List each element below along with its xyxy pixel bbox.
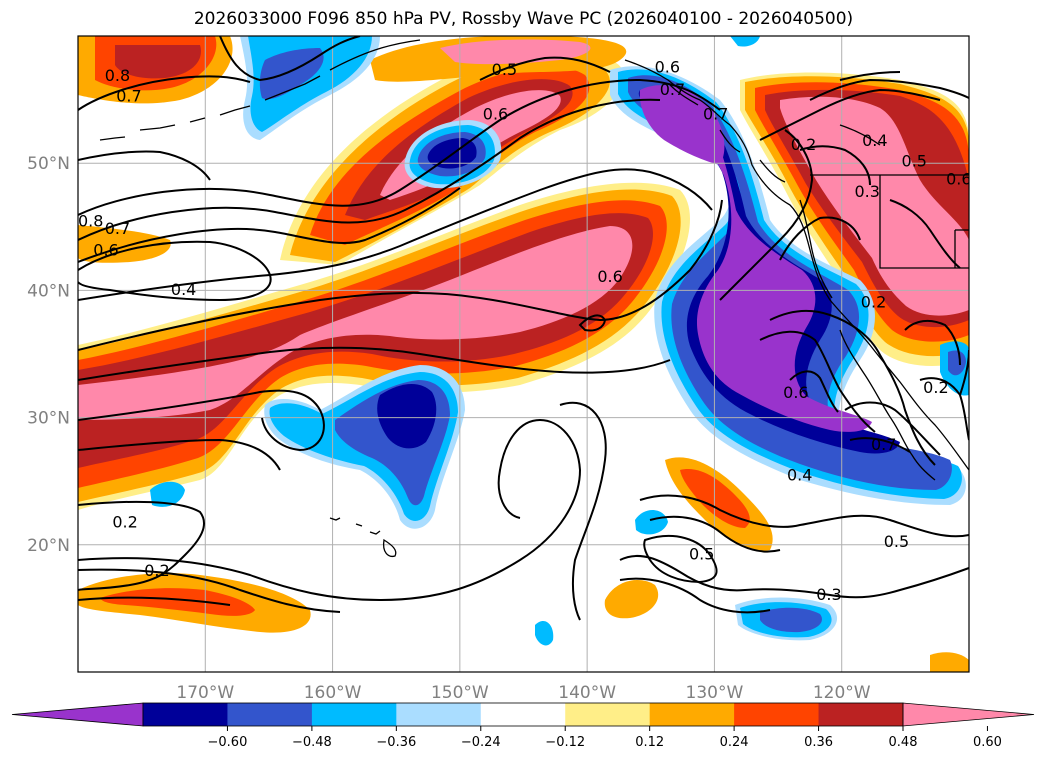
- latitude-tick-labels: 20°N 30°N 40°N 50°N: [27, 154, 70, 556]
- colorbar-outline: [142, 702, 904, 727]
- colorbar-label: 0.60: [973, 735, 1002, 750]
- colorbar-segment: [396, 703, 482, 726]
- colorbar-label: 0.24: [720, 735, 749, 750]
- colorbar-label: −0.24: [461, 735, 501, 750]
- colorbar-segment: [565, 703, 651, 726]
- contour-label: 0.7: [703, 104, 728, 123]
- colorbar-segment: [734, 703, 820, 726]
- lat-tick-label: 30°N: [27, 409, 70, 429]
- contour-label: 0.6: [483, 104, 508, 123]
- colorbar-label: −0.36: [376, 735, 416, 750]
- colorbar-label: −0.48: [292, 735, 332, 750]
- lon-tick-label: 150°W: [431, 683, 489, 703]
- colorbar-labels: −0.60 −0.48 −0.36 −0.24 −0.12 0.12 0.24 0.36 0.4…: [208, 726, 1002, 750]
- map-panel: 0.50.80.7 0.70.60.6 0.70.2 0.40.50.60.30.8 0…: [78, 36, 971, 672]
- negative-anomaly-fills: [150, 36, 969, 646]
- chart-title: 2026033000 F096 850 hPa PV, Rossby Wave …: [193, 9, 854, 29]
- contour-label: 0.5: [902, 151, 927, 170]
- map-gridlines: [78, 36, 969, 672]
- coastlines: [99, 39, 969, 558]
- colorbar-segment: [227, 703, 313, 726]
- colorbar-extend-min: [11, 702, 144, 727]
- lon-tick-label: 130°W: [686, 683, 744, 703]
- colorbar-label: 0.12: [635, 735, 664, 750]
- longitude-tick-labels: 170°W 160°W 150°W 140°W 130°W 120°W: [176, 683, 870, 703]
- contour-label: 0.5: [884, 532, 909, 551]
- contour-label: 0.2: [923, 378, 948, 397]
- contour-label: 0.4: [862, 131, 887, 150]
- colorbar-segment: [818, 703, 904, 726]
- contour-label: 0.6: [597, 267, 622, 286]
- contour-label: 0.7: [105, 219, 130, 238]
- contour-label: 0.2: [861, 293, 886, 312]
- lon-tick-label: 140°W: [558, 683, 616, 703]
- contour-label: 0.6: [93, 241, 118, 260]
- lat-tick-label: 50°N: [27, 154, 70, 174]
- contour-label: 0.3: [854, 182, 879, 201]
- contour-label: 0.8: [78, 211, 103, 230]
- colorbar-label: 0.48: [889, 735, 918, 750]
- lon-tick-label: 160°W: [304, 683, 362, 703]
- colorbar-label: −0.60: [208, 735, 248, 750]
- contour-label: 0.6: [783, 383, 808, 402]
- lat-tick-label: 40°N: [27, 281, 70, 301]
- contour-label: 0.2: [791, 135, 816, 154]
- contour-label: 0.7: [660, 80, 685, 99]
- contour-labels: 0.50.80.7 0.70.60.6 0.70.2 0.40.50.60.30.8 0…: [78, 57, 971, 604]
- pv-contours: [78, 36, 969, 621]
- lat-tick-label: 20°N: [27, 536, 70, 556]
- contour-label: 0.4: [787, 466, 812, 485]
- contour-label: 0.5: [689, 545, 714, 564]
- contour-label: 0.7: [116, 87, 141, 106]
- contour-label: 0.5: [492, 60, 517, 79]
- colorbar-extend-max: [902, 702, 1035, 727]
- colorbar-segment: [143, 703, 228, 726]
- contour-label: 0.3: [816, 585, 841, 604]
- colorbar: [11, 702, 1035, 727]
- colorbar-label: −0.12: [545, 735, 585, 750]
- contour-label: 0.8: [105, 66, 130, 85]
- contour-label: 0.2: [144, 561, 169, 580]
- colorbar-segment: [311, 703, 397, 726]
- contour-label: 0.2: [112, 513, 137, 532]
- contour-label: 0.7: [871, 435, 896, 454]
- contour-label: 0.4: [171, 280, 196, 299]
- colorbar-label: 0.36: [804, 735, 833, 750]
- lon-tick-label: 170°W: [176, 683, 234, 703]
- colorbar-segment: [480, 703, 566, 726]
- lon-tick-label: 120°W: [813, 683, 871, 703]
- contour-label: 0.6: [655, 57, 680, 76]
- map-frame: [77, 35, 970, 673]
- contour-label: 0.6: [946, 169, 971, 188]
- colorbar-segment: [649, 703, 735, 726]
- positive-anomaly-fills: [78, 36, 969, 672]
